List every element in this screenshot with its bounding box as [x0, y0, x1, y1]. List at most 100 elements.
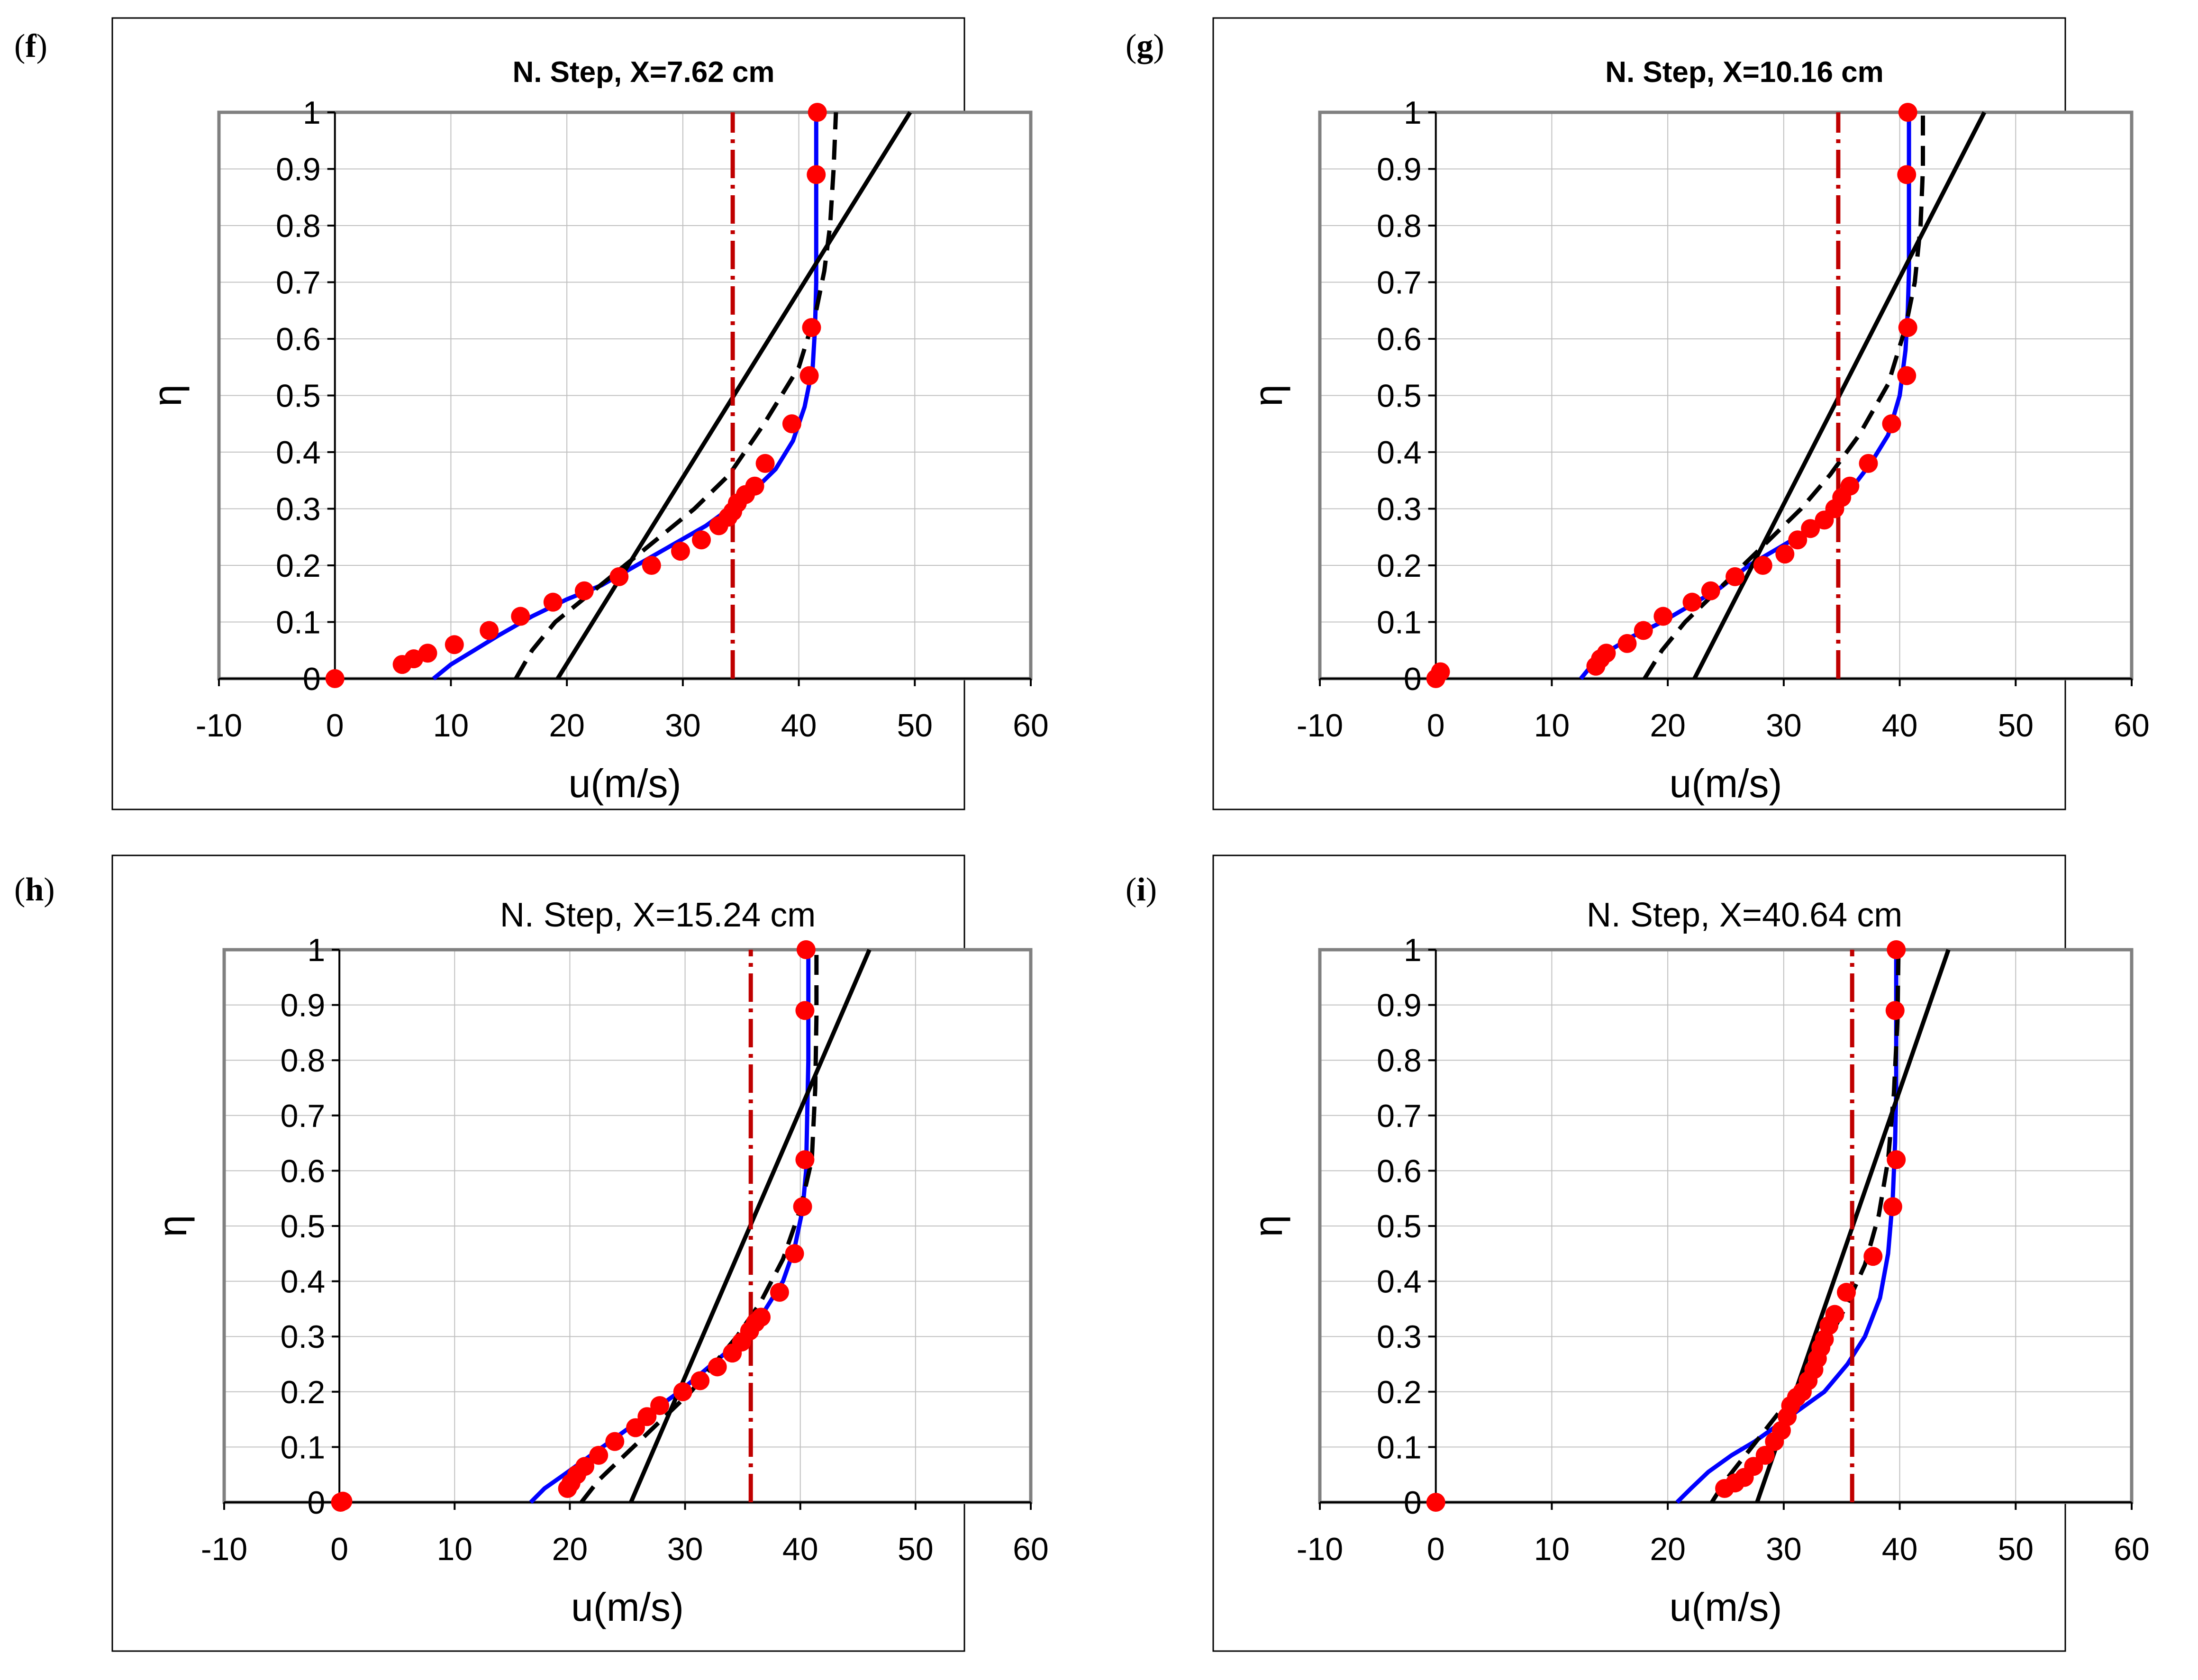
y-tick-label: 0.5: [1377, 378, 1422, 414]
y-tick-label: 0.1: [1377, 1429, 1422, 1465]
y-tick-label: 0.1: [281, 1429, 326, 1465]
data-point: [752, 1308, 771, 1327]
x-tick-label: 10: [1534, 1531, 1570, 1567]
y-tick-label: 0.7: [1377, 1098, 1422, 1134]
data-point: [793, 1197, 812, 1217]
y-tick-label: 1: [307, 932, 325, 968]
y-tick-label: 0.9: [281, 988, 326, 1024]
data-point: [671, 542, 690, 561]
data-point: [795, 1001, 815, 1020]
data-point: [1898, 318, 1917, 337]
data-point: [1885, 1001, 1905, 1020]
panel-label-open: (: [14, 28, 25, 64]
y-tick-label: 0.1: [1377, 605, 1422, 641]
x-tick-label: 0: [1427, 1531, 1445, 1567]
y-tick-label: 0.7: [276, 265, 321, 301]
y-tick-label: 0.5: [1377, 1208, 1422, 1244]
x-tick-label: 0: [326, 708, 344, 744]
panel-label: (g): [1126, 28, 1164, 64]
x-tick-label: 60: [1013, 1531, 1049, 1567]
x-tick-label: 20: [1650, 1531, 1686, 1567]
data-point: [745, 476, 764, 496]
data-point: [1801, 519, 1820, 538]
x-axis-label: u(m/s): [569, 761, 681, 806]
data-point: [1897, 366, 1916, 385]
y-axis-label: η: [1246, 1215, 1290, 1237]
panel-label-letter: h: [25, 872, 44, 908]
panel-label-letter: f: [25, 28, 36, 64]
data-point: [796, 940, 816, 959]
data-point: [325, 669, 345, 688]
data-point: [333, 1491, 353, 1511]
x-tick-label: 40: [1882, 708, 1918, 744]
y-tick-label: 0.3: [276, 491, 321, 527]
x-tick-label: 20: [552, 1531, 588, 1567]
y-axis-label: η: [1246, 384, 1290, 407]
y-tick-label: 0.8: [276, 208, 321, 244]
data-point: [1634, 621, 1653, 640]
panel-label-close: ): [1153, 28, 1164, 64]
data-point: [782, 414, 801, 434]
x-tick-label: 0: [330, 1531, 348, 1567]
data-point: [480, 621, 499, 640]
panel-label-open: (: [1126, 872, 1136, 908]
x-tick-label: 50: [1998, 708, 2034, 744]
y-tick-label: 0.6: [1377, 321, 1422, 357]
panel-label-letter: g: [1136, 28, 1153, 64]
panel-label-close: ): [36, 28, 47, 64]
x-axis-label: u(m/s): [571, 1585, 684, 1629]
x-tick-label: 10: [433, 708, 469, 744]
y-tick-label: 0.4: [1377, 1264, 1422, 1300]
y-tick-label: 0.4: [276, 435, 321, 471]
y-tick-label: 0.1: [276, 605, 321, 641]
data-point: [1887, 940, 1906, 959]
x-tick-label: 40: [1882, 1531, 1918, 1567]
panel-label: (h): [14, 872, 55, 908]
chart-panel-h: (h) N. Step, X=15.24 cm -10 0 10 20 30 40 50 60 0 0…: [14, 854, 1049, 1652]
y-tick-label: 0.3: [1377, 1319, 1422, 1355]
panel-label-open: (: [14, 872, 25, 908]
data-point: [1887, 1150, 1906, 1170]
data-point: [1898, 103, 1917, 122]
x-tick-label: -10: [196, 708, 242, 744]
data-point: [511, 607, 530, 626]
series-line-blue: [1675, 950, 1898, 1504]
data-point: [808, 103, 827, 122]
data-point: [1682, 592, 1702, 612]
x-tick-label: 30: [665, 708, 701, 744]
data-point: [692, 530, 711, 550]
data-point: [1883, 1197, 1902, 1217]
data-point: [708, 1357, 727, 1377]
x-tick-label: 50: [898, 1531, 934, 1567]
data-point: [650, 1396, 670, 1415]
x-tick-label: 30: [667, 1531, 703, 1567]
data-point: [1431, 662, 1450, 681]
y-tick-label: 0.6: [1377, 1153, 1422, 1189]
data-point: [755, 454, 775, 473]
y-tick-label: 0.7: [1377, 265, 1422, 301]
y-tick-label: 0: [307, 1485, 325, 1521]
panel-label-close: ): [44, 872, 54, 908]
chart-panel-f: (f) N. Step, X=7.62 cm -10 0 10 20 30 40 50 60 0 0.…: [14, 17, 1049, 810]
y-tick-label: 0.6: [276, 321, 321, 357]
data-point: [445, 635, 464, 654]
y-tick-label: 0.9: [1377, 988, 1422, 1024]
x-tick-label: -10: [1297, 1531, 1343, 1567]
data-point: [637, 1407, 657, 1426]
chart-title: N. Step, X=10.16 cm: [1605, 56, 1884, 89]
y-tick-label: 0.2: [281, 1374, 326, 1410]
x-tick-label: 10: [1534, 708, 1570, 744]
y-axis-label: η: [150, 1215, 195, 1237]
data-point: [418, 644, 437, 663]
data-point: [575, 1457, 595, 1476]
panel-label-letter: i: [1136, 872, 1145, 908]
x-tick-label: 40: [781, 708, 817, 744]
x-tick-label: 0: [1427, 708, 1445, 744]
x-tick-label: 10: [436, 1531, 472, 1567]
data-point: [1882, 414, 1901, 434]
data-point: [574, 581, 594, 600]
data-point: [802, 318, 821, 337]
y-tick-label: 0: [1404, 661, 1422, 697]
y-tick-label: 0.2: [1377, 1374, 1422, 1410]
data-point: [1837, 1282, 1856, 1302]
